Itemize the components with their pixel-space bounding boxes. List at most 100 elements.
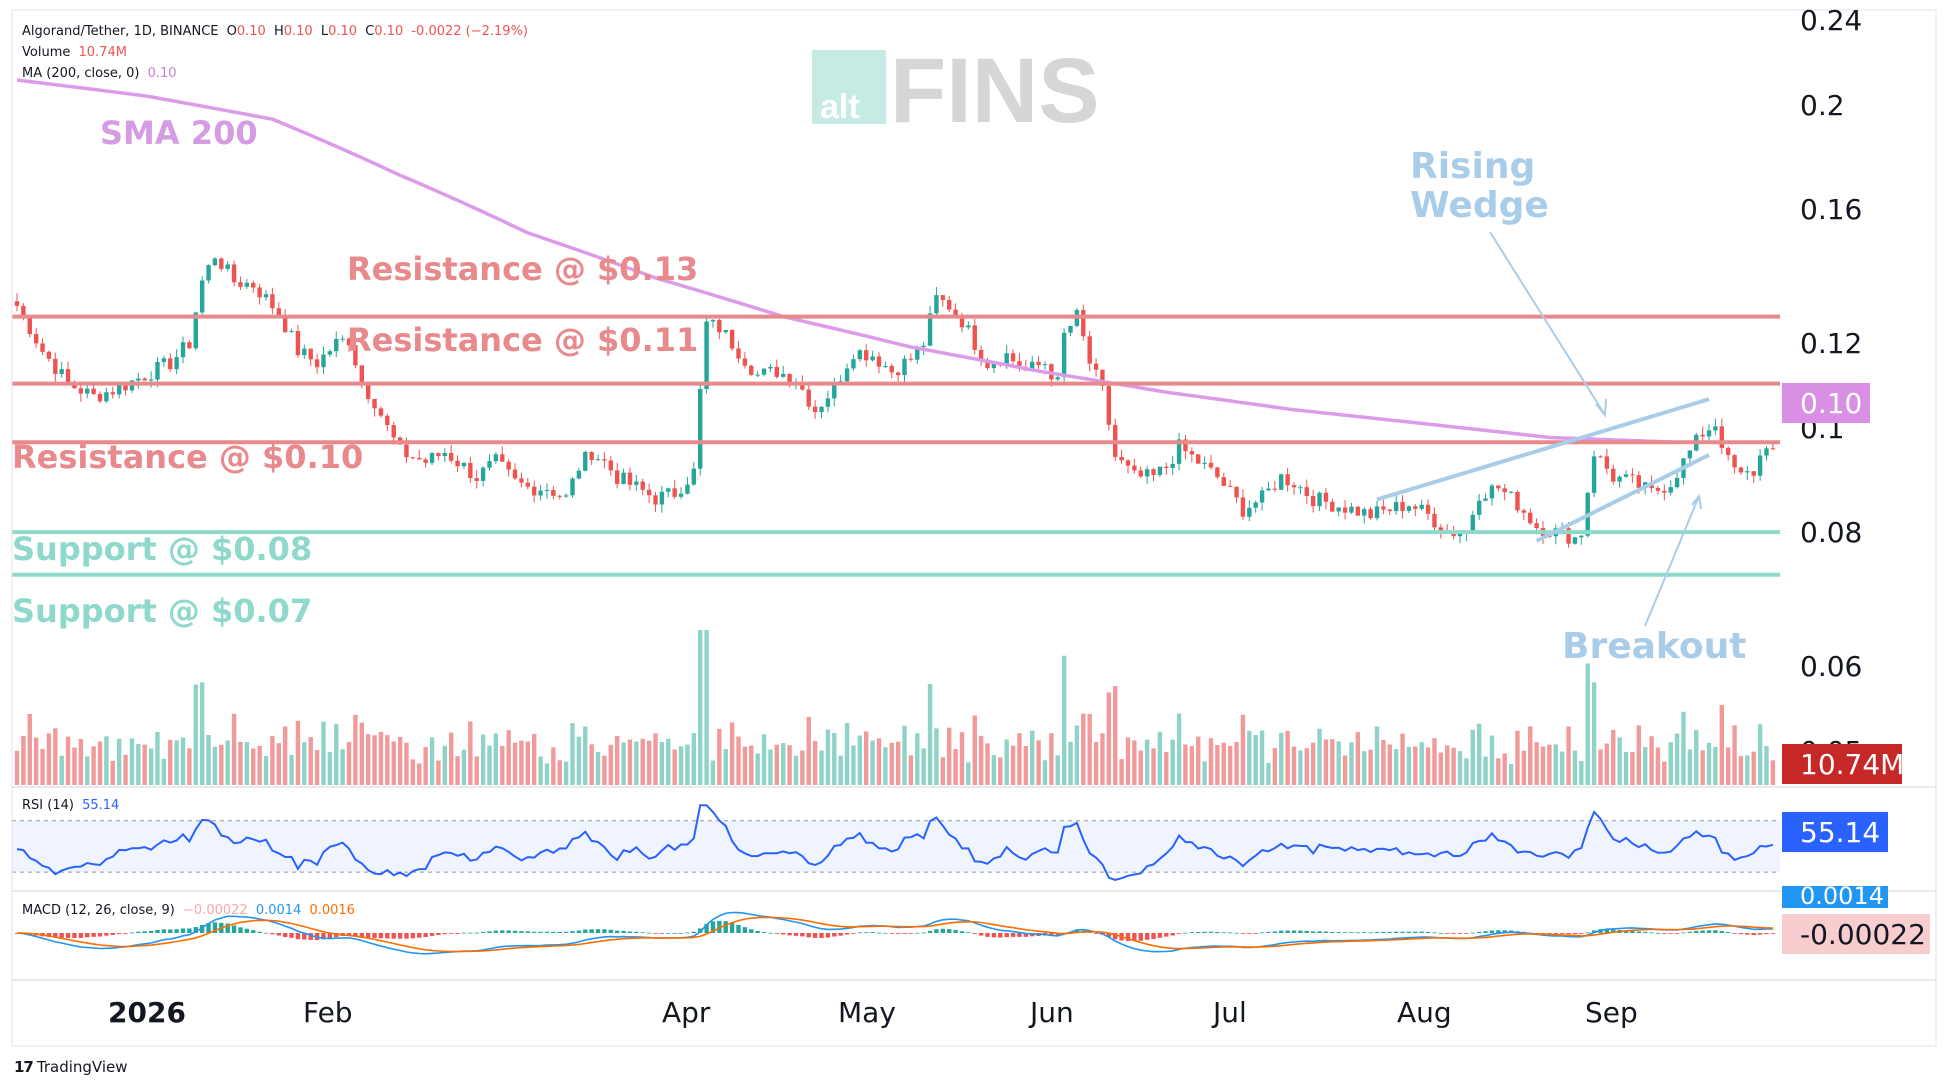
wedge-upper-line <box>1376 397 1710 502</box>
macd-hist-bar <box>212 922 218 933</box>
candle-body <box>1591 456 1597 493</box>
volume-value: 10.74M <box>78 45 127 60</box>
volume-bar <box>385 735 390 785</box>
macd-hist-bar <box>1138 933 1143 941</box>
macd-hist-bar <box>755 930 760 933</box>
volume-bar <box>621 742 626 785</box>
symbol-title[interactable]: Algorand/Tether, 1D, BINANCE <box>22 24 219 39</box>
candle-body <box>1617 476 1622 482</box>
candle-body <box>640 481 645 490</box>
candle-body <box>697 388 703 469</box>
volume-bar <box>257 745 262 785</box>
macd-hist-bar <box>1630 930 1635 933</box>
macd-hist-value: −0.00022 <box>183 903 248 918</box>
volume-bar <box>1279 732 1284 785</box>
candle-body <box>1451 532 1456 537</box>
watermark-alt: alt <box>820 88 860 126</box>
ma-label[interactable]: MA (200, close, 0) <box>22 66 140 81</box>
candle-body <box>1298 487 1303 489</box>
watermark-badge <box>812 50 886 124</box>
volume-bar <box>142 744 147 785</box>
volume-bar <box>404 742 409 785</box>
volume-bar <box>487 745 492 785</box>
candle-body <box>512 469 518 479</box>
candle-body <box>327 351 333 355</box>
macd-hist-bar <box>327 933 333 939</box>
macd-hist-bar <box>1764 933 1769 935</box>
macd-hist-bar <box>723 921 728 933</box>
volume-bar <box>65 736 71 785</box>
volume-label[interactable]: Volume <box>22 45 71 60</box>
macd-hist-bar <box>1157 933 1163 938</box>
volume-bar <box>448 732 454 785</box>
volume-bar <box>180 737 186 785</box>
volume-bar <box>104 736 109 785</box>
candle-body <box>1208 462 1214 468</box>
macd-hist-bar <box>1649 932 1654 934</box>
rsi-pane[interactable] <box>12 804 1780 881</box>
volume-bar <box>1087 713 1092 785</box>
volume-bar <box>1649 736 1654 785</box>
volume-bar <box>844 723 850 785</box>
watermark-fins: FINS <box>890 40 1100 142</box>
macd-hist-bar <box>921 932 926 934</box>
volume-bar <box>417 763 422 785</box>
candle-body <box>1202 462 1207 464</box>
l-value: 0.10 <box>328 24 358 39</box>
volume-bar <box>1515 730 1520 785</box>
macd-hist-bar <box>1132 933 1137 941</box>
volume-bar <box>436 760 441 785</box>
macd-hist-bar <box>180 928 186 933</box>
macd-hist-bar <box>1221 932 1226 934</box>
candle-body <box>1483 498 1488 501</box>
candle-body <box>1304 487 1309 496</box>
volume-bar <box>1694 730 1699 785</box>
candle-body <box>1336 507 1341 512</box>
candle-body <box>40 343 45 352</box>
macd-hist-bar <box>1687 931 1693 933</box>
macd-hist-bar <box>838 933 843 936</box>
candle-body <box>978 349 984 360</box>
volume-bar <box>429 737 435 785</box>
macd-hist-bar <box>749 929 754 933</box>
macd-badge <box>1782 886 1888 908</box>
h-label: H <box>273 24 284 39</box>
volume-bar <box>1119 759 1124 785</box>
symbol-legend: Algorand/Tether, 1D, BINANCE O0.10 H0.10… <box>22 24 528 39</box>
candle-body <box>65 369 71 383</box>
volume-bar <box>1004 739 1009 785</box>
macd-hist-bar <box>519 931 524 933</box>
macd-hist-bar <box>602 929 607 933</box>
volume-bar <box>1138 750 1143 785</box>
macd-hist-bar <box>1700 930 1705 933</box>
macd-hist-bar <box>59 933 64 938</box>
candle-body <box>1323 492 1329 502</box>
macd-hist-bar <box>353 933 358 936</box>
volume-bar <box>78 738 84 785</box>
price-pane[interactable] <box>12 78 1780 577</box>
macd-hist-bar <box>46 933 52 937</box>
candle-body <box>78 388 84 394</box>
volume-bar <box>1393 749 1399 785</box>
candle-body <box>346 338 352 346</box>
macd-hist-bar <box>1668 933 1673 934</box>
tradingview-logo[interactable]: 17 TradingView <box>14 1058 128 1076</box>
macd-label[interactable]: MACD (12, 26, close, 9) <box>22 903 175 918</box>
candle-body <box>321 354 326 368</box>
rsi-label[interactable]: RSI (14) <box>22 798 74 813</box>
candle-body <box>155 361 160 380</box>
macd-hist-bar <box>1438 932 1444 934</box>
volume-bar <box>857 735 863 785</box>
volume-bar <box>870 740 875 785</box>
candle-body <box>608 460 614 471</box>
tv-logo-text: TradingView <box>36 1058 128 1076</box>
candle-body <box>1598 456 1603 458</box>
macd-pane[interactable] <box>14 911 1776 955</box>
macd-value: 0.0014 <box>255 903 302 918</box>
macd-hist-bar <box>78 933 84 938</box>
macd-hist-bar <box>1413 931 1418 933</box>
candle-body <box>736 348 741 359</box>
volume-bar <box>1745 755 1750 785</box>
volume-bar <box>1540 746 1546 785</box>
volume-bar <box>787 745 792 785</box>
